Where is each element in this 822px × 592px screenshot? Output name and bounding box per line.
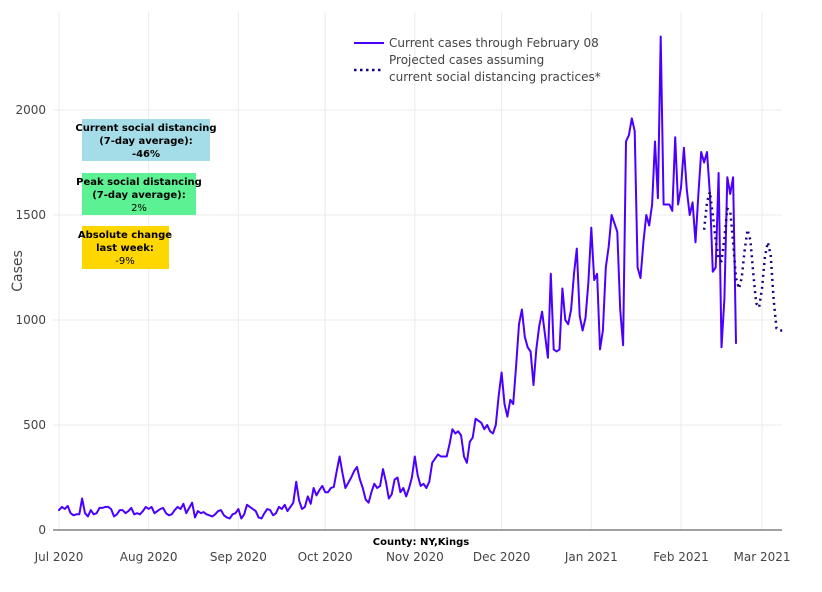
annotation-peak-distancing: Peak social distancing (7-day average): 2% [76, 173, 202, 215]
x-tick-label: Nov 2020 [386, 550, 444, 564]
annotation-title-line2: last week: [96, 243, 154, 254]
y-axis: 0 500 1000 1500 2000 [15, 103, 46, 537]
y-tick-label: 0 [38, 523, 46, 537]
annotation-title-line1: Current social distancing [75, 123, 216, 134]
data-point-projected [767, 241, 769, 243]
x-tick-label: Jan 2021 [564, 550, 618, 564]
x-tick-label: Sep 2020 [210, 550, 267, 564]
annotation-box [82, 226, 169, 269]
y-tick-label: 500 [23, 418, 46, 432]
annotation-absolute-change: Absolute change last week: -9% [78, 226, 172, 269]
series-layer [58, 35, 783, 520]
legend-label-projected-line2[interactable]: current social distancing practices* [389, 70, 601, 84]
annotation-current-distancing: Current social distancing (7-day average)… [75, 119, 217, 161]
x-tick-label: Oct 2020 [298, 550, 353, 564]
x-axis: Jul 2020 Aug 2020 Sep 2020 Oct 2020 Nov 2020… [34, 550, 791, 564]
data-point-projected [729, 210, 731, 212]
y-tick-label: 1000 [15, 313, 46, 327]
legend-label-projected-line1[interactable]: Projected cases assuming [389, 53, 544, 67]
annotation-value: -9% [115, 256, 134, 267]
series-line-current[interactable] [58, 35, 737, 520]
grid-layer [53, 12, 782, 530]
legend-label-current[interactable]: Current cases through February 08 [389, 36, 599, 50]
x-tick-label: Dec 2020 [473, 550, 531, 564]
annotation-title-line2: (7-day average): [92, 190, 186, 201]
annotations: Current social distancing (7-day average)… [75, 119, 217, 269]
x-tick-label: Jul 2020 [34, 550, 84, 564]
annotation-value: 2% [131, 203, 147, 214]
series-line-projected[interactable] [702, 190, 783, 332]
x-tick-label: Feb 2021 [653, 550, 709, 564]
county-label: County: NY,Kings [373, 537, 469, 548]
annotation-title-line1: Absolute change [78, 230, 172, 241]
y-axis-title: Cases [10, 250, 26, 292]
annotation-title-line2: (7-day average): [99, 136, 193, 147]
x-tick-label: Aug 2020 [120, 550, 178, 564]
y-tick-label: 1500 [15, 208, 46, 222]
legend[interactable]: Current cases through February 08 Projec… [354, 36, 601, 84]
data-point-projected [738, 288, 740, 290]
y-tick-label: 2000 [15, 103, 46, 117]
annotation-title-line1: Peak social distancing [76, 177, 202, 188]
data-point-projected [778, 330, 780, 332]
annotation-value: -46% [132, 149, 160, 160]
data-point-projected [747, 229, 749, 231]
data-point-projected [706, 201, 708, 203]
annotation-box [82, 119, 210, 161]
annotation-box [82, 173, 196, 215]
data-point-projected [741, 277, 743, 279]
x-tick-label: Mar 2021 [734, 550, 791, 564]
